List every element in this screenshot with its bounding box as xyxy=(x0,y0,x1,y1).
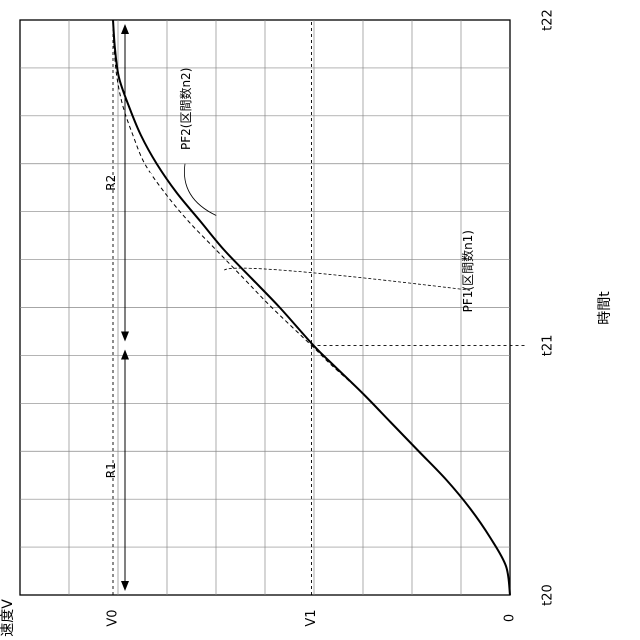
x-tick-label: t21 xyxy=(541,335,556,357)
x-tick-label: t20 xyxy=(541,584,556,606)
y-tick-label: 0 xyxy=(503,614,518,622)
r1-label: R1 xyxy=(104,462,118,478)
r1-label-bg xyxy=(133,460,151,480)
pf2-label: PF2(区間数n2) xyxy=(178,68,193,150)
x-axis-title: 時間t xyxy=(597,291,613,325)
y-tick-label: V0 xyxy=(106,609,121,626)
y-tick-label: V1 xyxy=(304,609,319,626)
x-tick-label: t22 xyxy=(541,9,556,31)
pf1-label: PF1(区間数n1) xyxy=(460,230,475,312)
r2-label: R2 xyxy=(104,175,118,191)
y-axis-title: 速度V xyxy=(0,599,16,637)
r2-label-bg xyxy=(133,173,151,193)
